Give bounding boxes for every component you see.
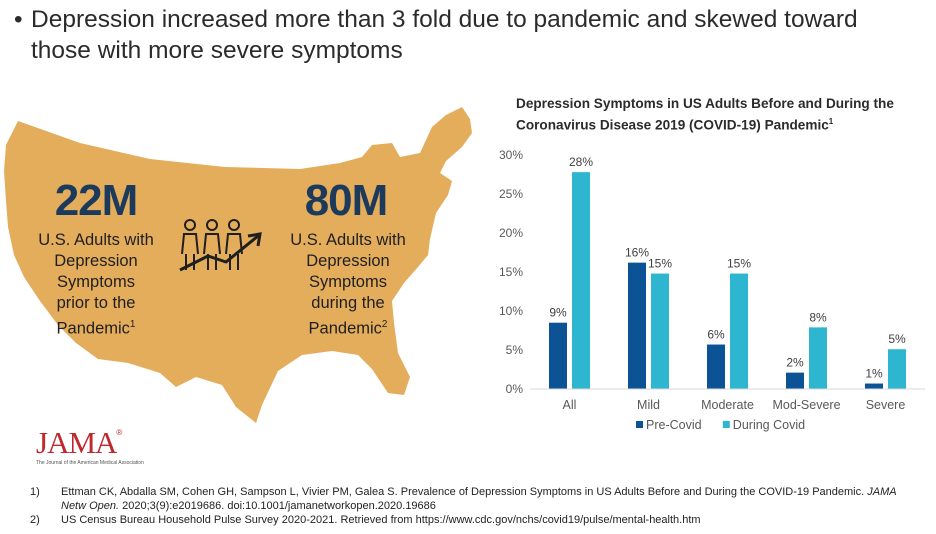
footnote-text: US Census Bureau Household Pulse Survey … [61, 514, 701, 526]
bars: 9%28%16%15%6%15%2%8%1%5% [549, 155, 906, 389]
data-label: 9% [549, 306, 567, 320]
stat-during-line: Symptoms [309, 273, 387, 291]
footnotes: 1) Ettman CK, Abdalla SM, Cohen GH, Samp… [30, 485, 910, 527]
stat-before-last-word: Pandemic [56, 319, 130, 338]
data-label: 6% [707, 328, 725, 342]
y-tick-label: 30% [499, 148, 523, 162]
bar-during-covid [572, 172, 590, 389]
headline: • Depression increased more than 3 fold … [14, 4, 924, 66]
x-tick-label: Severe [866, 398, 906, 412]
footnote-text: Ettman CK, Abdalla SM, Cohen GH, Sampson… [61, 486, 868, 498]
jama-logo: JAMA® The Journal of the American Medica… [36, 425, 144, 466]
data-label: 1% [865, 367, 883, 381]
data-label: 15% [648, 257, 672, 271]
y-tick-label: 25% [499, 187, 523, 201]
data-label: 16% [625, 246, 649, 260]
legend-label: During Covid [733, 418, 805, 432]
jama-logo-subtitle: The Journal of the American Medical Asso… [36, 460, 144, 466]
y-tick-label: 20% [499, 226, 523, 240]
bar-during-covid [809, 327, 827, 389]
chart-title: Depression Symptoms in US Adults Before … [516, 95, 926, 135]
data-label: 5% [888, 332, 906, 346]
x-tick-label: Mild [637, 398, 660, 412]
bar-pre-covid [628, 262, 646, 389]
data-label: 15% [727, 257, 751, 271]
chart-title-text: Depression Symptoms in US Adults Before … [516, 96, 894, 133]
jama-logo-mark: ® [116, 428, 123, 437]
headline-text: Depression increased more than 3 fold du… [31, 6, 858, 64]
x-tick-label: Mod-Severe [772, 398, 840, 412]
bar-during-covid [888, 349, 906, 389]
footnote-journal: JAMA Netw Open. [61, 486, 897, 512]
footnote-ref-1: 1 [129, 319, 136, 330]
footnote-2: 2) US Census Bureau Household Pulse Surv… [30, 513, 910, 527]
people-growth-arrow-icon [179, 219, 262, 272]
stat-during-last-line: Pandemic2 [278, 314, 418, 340]
x-axis: All Mild Moderate Mod-Severe Severe [530, 388, 925, 412]
stat-during-line: during the [311, 294, 385, 312]
legend-label: Pre-Covid [646, 418, 702, 432]
stat-before-description: U.S. Adults with Depression Symptoms pri… [26, 230, 166, 340]
bar-during-covid [730, 273, 748, 389]
data-label: 28% [569, 155, 593, 169]
jama-logo-word: JAMA [36, 425, 117, 460]
footnote-ref-2: 2 [381, 319, 388, 330]
legend-swatch [722, 421, 730, 428]
stat-before-line: Depression [54, 252, 138, 270]
y-axis: 0% 5% 10% 15% 20% 25% 30% [499, 148, 523, 396]
stat-during-number: 80M [304, 176, 389, 225]
y-tick-label: 5% [506, 343, 524, 357]
bar-pre-covid [786, 372, 804, 389]
y-tick-label: 0% [506, 382, 524, 396]
y-tick-label: 15% [499, 265, 523, 279]
footnote-number: 2) [30, 514, 40, 526]
stat-before-last-line: Pandemic1 [26, 314, 166, 340]
footnote-text-end: 2020;3(9):e2019686. doi:10.1001/jamanetw… [119, 500, 436, 512]
stat-before-line: Symptoms [57, 273, 135, 291]
stat-during-line: Depression [306, 252, 390, 270]
legend: Pre-Covid During Covid [636, 418, 805, 432]
stat-during-last-word: Pandemic [308, 319, 382, 338]
bar-pre-covid [865, 383, 883, 389]
stat-before-line: prior to the [56, 294, 136, 312]
stat-before-line: U.S. Adults with [38, 231, 154, 249]
chart-title-ref: 1 [828, 117, 834, 126]
stat-during-description: U.S. Adults with Depression Symptoms dur… [278, 230, 418, 340]
headline-bullet: • [14, 6, 23, 33]
data-label: 8% [809, 310, 827, 324]
legend-swatch [636, 421, 643, 428]
stat-during-line: U.S. Adults with [290, 231, 406, 249]
bar-pre-covid [549, 322, 567, 389]
x-tick-label: Moderate [701, 398, 754, 412]
stat-before-number: 22M [54, 176, 139, 225]
footnote-number: 1) [30, 486, 40, 498]
bar-pre-covid [707, 344, 725, 389]
footnote-1: 1) Ettman CK, Abdalla SM, Cohen GH, Samp… [30, 485, 910, 513]
x-tick-label: All [563, 398, 577, 412]
y-tick-label: 10% [499, 304, 523, 318]
depression-bar-chart: 0%5%10%15%20%25%30% 9%28%16%15%6%15%2%8%… [499, 148, 925, 432]
bar-during-covid [651, 273, 669, 389]
data-label: 2% [786, 356, 804, 370]
